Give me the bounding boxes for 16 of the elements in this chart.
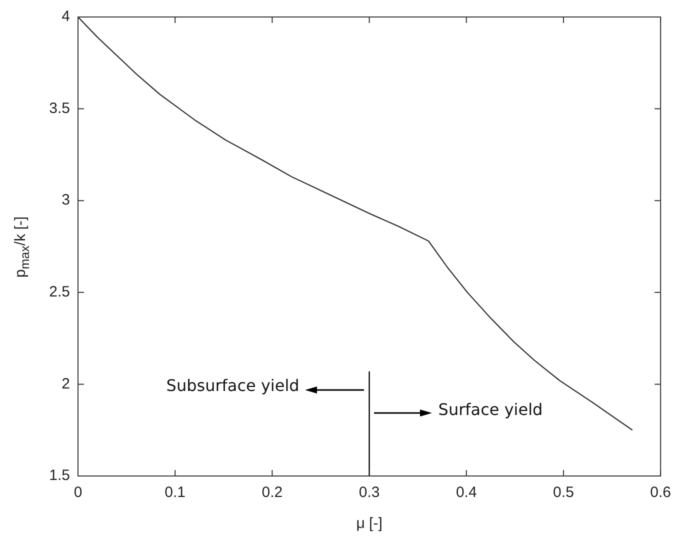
x-tick-label: 0	[74, 484, 82, 502]
y-tick-label: 3	[62, 192, 70, 209]
y-tick-label: 4	[62, 8, 70, 26]
annotation: Subsurface yield	[166, 376, 300, 396]
x-axis-title: μ [-]	[356, 515, 382, 532]
x-tick-label: 0.6	[650, 484, 672, 502]
y-tick-label: 2.5	[49, 284, 70, 301]
x-tick-label: 0.5	[553, 484, 574, 502]
x-tick-label: 0.4	[456, 484, 477, 502]
y-tick-label: 1.5	[49, 467, 70, 484]
x-tick-label: 0.2	[262, 484, 283, 502]
y-tick-label: 3.5	[49, 100, 70, 117]
x-tick-label: 0.1	[164, 484, 186, 502]
annotation: Surface yield	[438, 400, 543, 420]
x-tick-label: 0.3	[358, 484, 380, 502]
y-tick-label: 2	[62, 375, 70, 392]
